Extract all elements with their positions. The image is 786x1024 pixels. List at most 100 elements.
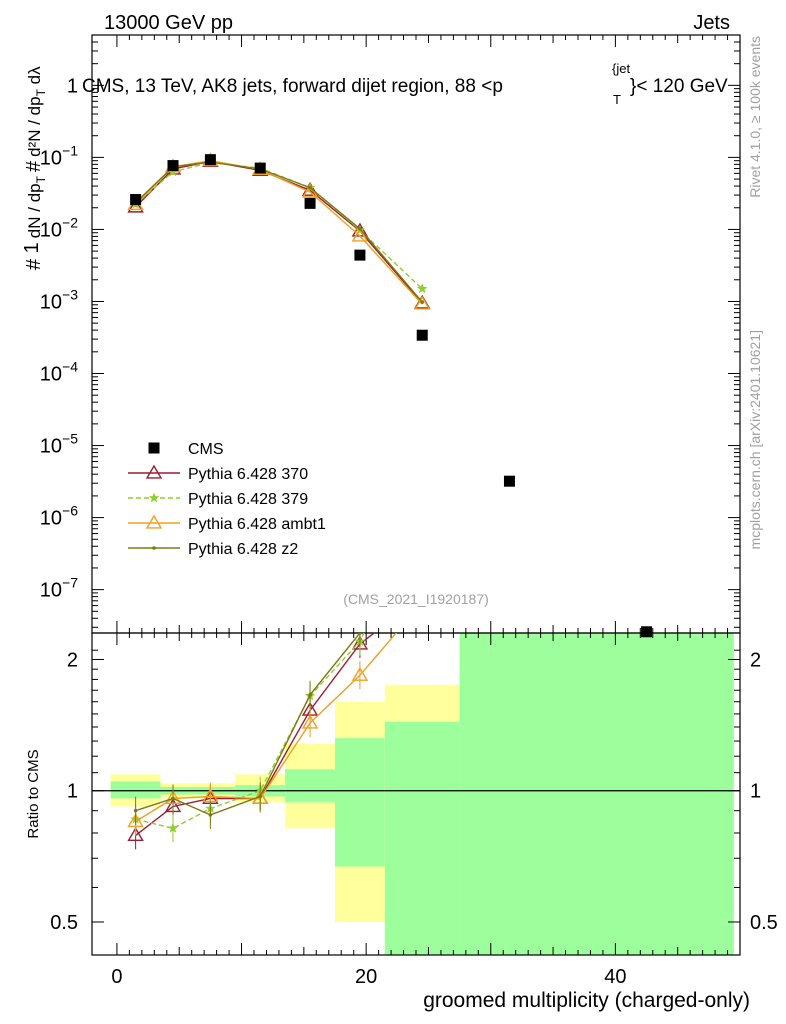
- legend-label-z2: Pythia 6.428 z2: [188, 541, 298, 558]
- main-series-layer: [127, 152, 653, 638]
- side-rivet-label: Rivet 4.1.0, ≥ 100k events: [747, 36, 763, 198]
- cms-data-point: [354, 249, 366, 261]
- main-point-z2: [358, 227, 362, 231]
- legend-marker-ambt1: [145, 514, 163, 529]
- main-ytick-label-3: 10−3: [40, 286, 78, 313]
- ratio-ytick-label-left-1: 1: [67, 781, 78, 803]
- main-ytick-label-base: 10: [40, 291, 62, 313]
- side-mcplots-label: mcplots.cern.ch [arXiv:2401.10621]: [747, 330, 763, 549]
- main-ytick-label-exp: −6: [62, 503, 78, 519]
- legend-label-ambt1: Pythia 6.428 ambt1: [188, 516, 326, 533]
- green-band-0: [110, 781, 161, 799]
- main-ytick-label-base: 10: [40, 219, 62, 241]
- ratio-point-p370: [127, 826, 144, 841]
- main-line-ambt1: [135, 159, 423, 305]
- cms-data-point: [503, 475, 515, 487]
- green-band-3: [285, 769, 335, 803]
- green-band-5: [384, 721, 460, 955]
- main-y-axis-label: # 1dN / dpT#d²N / dpT dλ: [21, 66, 48, 270]
- main-ytick-label-exp: −1: [62, 142, 78, 158]
- plot-title-main: CMS, 13 TeV, AK8 jets, forward dijet reg…: [82, 76, 503, 97]
- ratio-point-z2: [171, 796, 175, 801]
- main-point-p370: [301, 181, 319, 196]
- legend-marker-p370: [145, 464, 163, 479]
- ratio-ytick-label-right-2: 2: [750, 649, 761, 671]
- main-y-axis-label-text: # 1dN / dpT#d²N / dpT dλ: [21, 66, 48, 270]
- cms-data-point: [254, 162, 266, 174]
- main-ytick-label-4: 10−4: [40, 359, 78, 386]
- main-point-z2: [308, 185, 312, 190]
- legend-marker-cms: [148, 442, 160, 454]
- green-band-4: [335, 738, 385, 867]
- main-ytick-label-base: 10: [40, 436, 62, 458]
- plot-title-sub: T: [613, 92, 621, 107]
- main-ytick-label-exp: −4: [62, 359, 78, 375]
- main-ytick-label-5: 10−5: [40, 431, 78, 458]
- main-line-p379: [135, 161, 423, 290]
- main-line-z2: [135, 161, 423, 303]
- main-axis-ticks: 110−110−210−310−410−510−610−7: [40, 34, 741, 633]
- legend: CMS Pythia 6.428 370 Pythia 6.428 379 Pythi…: [128, 441, 326, 558]
- x-tick-label-0: 0: [111, 966, 122, 988]
- main-ytick-label-base: 10: [40, 364, 62, 386]
- cms-data-point: [167, 160, 179, 172]
- main-ytick-label-exp: −2: [62, 214, 78, 230]
- legend-marker-z2: [152, 546, 156, 550]
- plot-title-end: }< 120 GeV: [630, 76, 728, 97]
- x-tick-label-1: 20: [355, 966, 377, 988]
- cms-data-point: [304, 197, 316, 209]
- cms-data-point: [416, 329, 428, 341]
- ratio-ytick-label-right-0: 0.5: [750, 912, 778, 934]
- energy-label: 13000 GeV pp: [104, 12, 233, 34]
- ratio-series-layer: [127, 633, 398, 850]
- ratio-axis-ticks: 0.5 0.51 12 20 20 40: [50, 633, 778, 988]
- ratio-uncertainty-bands: [92, 633, 740, 955]
- cms-data-point: [130, 194, 142, 206]
- ratio-point-z2: [133, 808, 138, 813]
- cms-data-point: [641, 626, 653, 638]
- main-ytick-label-2: 10−2: [40, 214, 78, 241]
- ratio-point-ambt1: [351, 666, 369, 681]
- main-ytick-label-base: 10: [40, 508, 62, 530]
- cms-data-point: [204, 154, 216, 166]
- plot-title-sup: {jet: [612, 61, 630, 76]
- main-ytick-label-base: 10: [40, 580, 62, 602]
- legend-label-p370: Pythia 6.428 370: [188, 466, 308, 483]
- ratio-ytick-label-left-0: 0.5: [50, 912, 78, 934]
- main-point-ambt1: [351, 227, 369, 242]
- x-axis-label: groomed multiplicity (charged-only): [423, 989, 750, 1012]
- ratio-y-axis-label: Ratio to CMS: [25, 749, 42, 838]
- ratio-ytick-label-left-2: 2: [67, 649, 78, 671]
- ratio-point-p379: [167, 822, 179, 833]
- main-point-p379: [417, 283, 428, 294]
- main-ytick-label-exp: −5: [62, 431, 78, 447]
- ratio-point-ambt1: [127, 813, 144, 828]
- ratio-point-z2: [208, 813, 213, 817]
- main-ytick-label-base: 1: [67, 75, 78, 97]
- main-ytick-label-exp: −7: [62, 575, 78, 591]
- ratio-ytick-label-right-1: 1: [750, 781, 761, 803]
- main-point-z2: [420, 300, 425, 304]
- legend-label-p379: Pythia 6.428 379: [188, 491, 308, 508]
- legend-marker-p379: [148, 492, 160, 503]
- main-ytick-label-exp: −3: [62, 286, 78, 302]
- main-ytick-label-1: 10−1: [40, 142, 78, 169]
- main-ytick-label-7: 10−7: [40, 575, 78, 602]
- plot-title: CMS, 13 TeV, AK8 jets, forward dijet reg…: [82, 76, 503, 97]
- ratio-point-ambt1: [301, 714, 319, 729]
- ratio-point-z2: [258, 794, 263, 799]
- ratio-point-z2: [308, 692, 312, 697]
- main-ytick-label-0: 1: [67, 75, 78, 97]
- main-point-p370: [127, 198, 144, 213]
- main-point-ambt1: [414, 295, 431, 310]
- main-ytick-label-base: 10: [40, 147, 62, 169]
- ratio-series-clipped: [127, 633, 398, 850]
- x-tick-label-2: 40: [604, 966, 626, 988]
- analysis-watermark: (CMS_2021_I1920187): [343, 591, 489, 607]
- ratio-point-z2: [358, 633, 362, 635]
- main-ytick-label-6: 10−6: [40, 503, 78, 530]
- process-label: Jets: [693, 12, 730, 34]
- main-line-p370: [135, 160, 423, 304]
- legend-label-cms: CMS: [188, 441, 224, 458]
